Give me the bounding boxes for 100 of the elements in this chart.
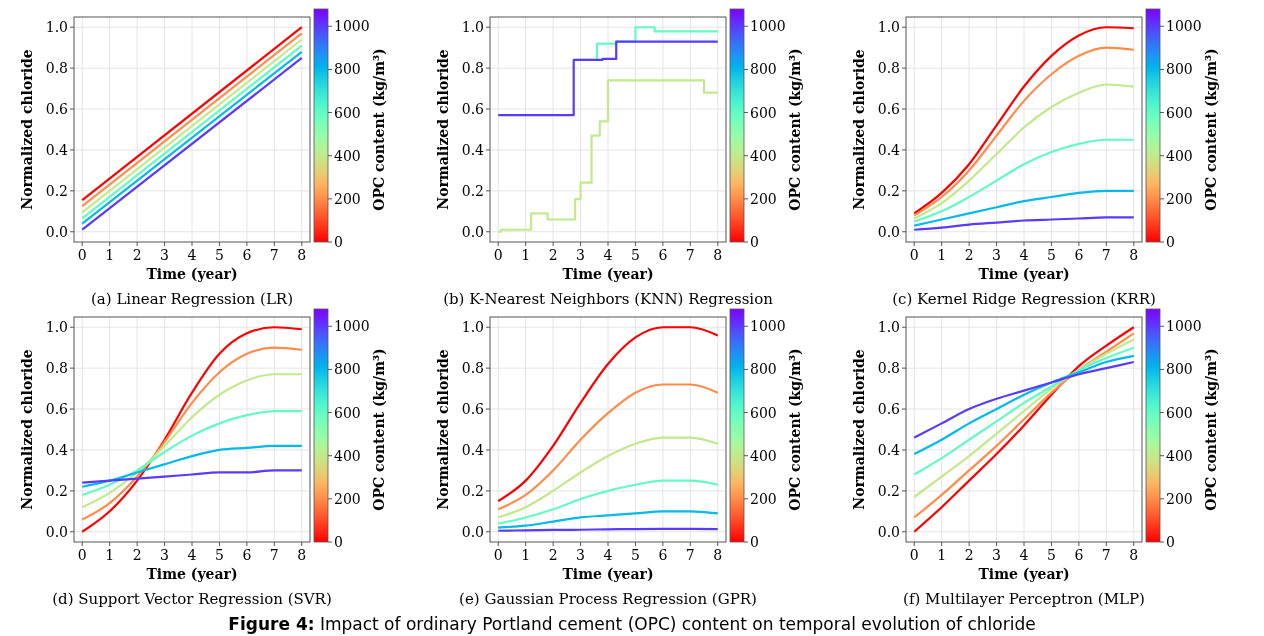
x-tick-label: 6 (242, 547, 252, 563)
x-tick-label: 1 (105, 547, 115, 563)
line-series (913, 354, 1135, 456)
y-tick-label: 0.2 (461, 182, 484, 199)
y-tick-label: 0.6 (877, 401, 901, 418)
color-bar-title: OPC content (kg/m³) (787, 48, 803, 211)
x-tick-label: 1 (521, 547, 531, 563)
y-tick-label: 0.0 (45, 523, 68, 540)
color-bar-label: 200 (1166, 190, 1193, 207)
line-series (81, 469, 303, 484)
y-tick-label: 0.0 (461, 523, 484, 540)
y-tick-label: 0.6 (45, 401, 69, 418)
x-tick-label: 2 (964, 547, 974, 563)
y-tick-label: 0.0 (877, 523, 900, 540)
x-tick-label: 7 (1101, 247, 1111, 263)
line-series (913, 138, 1135, 223)
y-axis-title: Normalized chloride (851, 49, 867, 210)
line-series (497, 326, 719, 503)
y-tick-label: 0.8 (461, 60, 484, 77)
y-tick-label: 0.0 (45, 223, 68, 240)
x-tick-label: 5 (630, 247, 640, 263)
y-tick-label: 0.8 (461, 360, 484, 377)
color-bar-label: 0 (334, 534, 343, 550)
x-tick-label: 7 (1101, 547, 1111, 563)
color-bar-label: 600 (334, 404, 361, 421)
color-bar-title: OPC content (kg/m³) (1203, 48, 1219, 211)
x-tick-label: 4 (187, 547, 197, 563)
x-tick-label: 6 (658, 547, 668, 563)
x-tick-label: 8 (713, 247, 723, 263)
y-axis-title: Normalized chloride (435, 349, 451, 510)
line-series (81, 346, 303, 521)
x-tick-label: 5 (214, 247, 224, 263)
color-bar-title: OPC content (kg/m³) (787, 348, 803, 511)
y-tick-label: 0.0 (877, 223, 900, 240)
line-series (81, 326, 303, 533)
x-tick-label: 5 (1046, 547, 1056, 563)
y-tick-label: 0.0 (461, 223, 484, 240)
y-tick-label: 0.2 (461, 482, 484, 499)
x-tick-label: 0 (77, 547, 87, 563)
line-series (913, 360, 1135, 439)
color-bar-label: 1000 (1166, 318, 1202, 335)
line-series (81, 373, 303, 509)
y-tick-label: 0.8 (877, 360, 900, 377)
color-bar-title: OPC content (kg/m³) (1203, 348, 1219, 511)
color-bar-label: 1000 (750, 318, 786, 335)
text: (c) Kernel Ridge Regression (KRR) (892, 290, 1156, 308)
color-bar-label: 0 (1166, 534, 1175, 550)
x-tick-label: 8 (713, 547, 723, 563)
y-tick-label: 0.8 (45, 360, 68, 377)
x-tick-label: 8 (1129, 247, 1139, 263)
color-bar-label: 800 (1166, 61, 1193, 78)
y-tick-label: 1.0 (461, 19, 484, 36)
x-tick-label: 6 (1074, 547, 1084, 563)
text: (a) Linear Regression (LR) (90, 290, 294, 308)
x-tick-label: 4 (603, 247, 613, 263)
y-axis-title: Normalized chloride (435, 49, 451, 210)
x-tick-label: 7 (685, 247, 695, 263)
color-bar-label: 1000 (334, 318, 370, 335)
y-tick-label: 1.0 (877, 319, 900, 336)
color-bar-label: 200 (750, 190, 777, 207)
line-series (913, 83, 1135, 220)
color-bar-label: 200 (334, 490, 361, 507)
x-tick-label: 0 (909, 547, 919, 563)
y-tick-label: 0.6 (45, 101, 69, 118)
color-bar-label: 400 (334, 147, 361, 164)
x-tick-label: 5 (1046, 247, 1056, 263)
x-tick-label: 5 (630, 547, 640, 563)
color-bar-label: 800 (750, 361, 777, 378)
color-bar-label: 400 (1166, 147, 1193, 164)
x-tick-label: 6 (658, 247, 668, 263)
y-axis-title: Normalized chloride (19, 49, 35, 210)
x-tick-label: 6 (1074, 247, 1084, 263)
color-bar-label: 0 (750, 234, 759, 250)
x-tick-label: 2 (964, 247, 974, 263)
y-tick-label: 0.2 (877, 482, 900, 499)
color-bar-title: OPC content (kg/m³) (371, 48, 387, 211)
x-tick-label: 2 (132, 247, 142, 263)
x-tick-label: 7 (685, 547, 695, 563)
text: (d) Support Vector Regression (SVR) (52, 590, 332, 608)
x-tick-label: 3 (576, 247, 586, 263)
y-tick-label: 0.6 (877, 101, 901, 118)
y-tick-label: 1.0 (45, 19, 68, 36)
x-tick-label: 6 (242, 247, 252, 263)
color-bar-label: 800 (1166, 361, 1193, 378)
x-tick-label: 2 (548, 247, 558, 263)
x-tick-label: 7 (269, 247, 279, 263)
x-tick-label: 8 (297, 247, 307, 263)
y-tick-label: 0.8 (45, 60, 68, 77)
y-tick-label: 0.2 (45, 482, 68, 499)
y-axis-title: Normalized chloride (851, 349, 867, 510)
x-tick-label: 1 (937, 247, 947, 263)
x-axis-title: Time (year) (978, 566, 1070, 582)
x-tick-label: 3 (160, 547, 170, 563)
color-bar-label: 800 (334, 61, 361, 78)
y-tick-label: 0.4 (45, 141, 69, 158)
y-tick-label: 0.8 (877, 60, 900, 77)
color-bar-label: 1000 (334, 18, 370, 35)
line-series (497, 510, 719, 529)
color-bar-label: 800 (750, 61, 777, 78)
line-series (913, 216, 1135, 231)
